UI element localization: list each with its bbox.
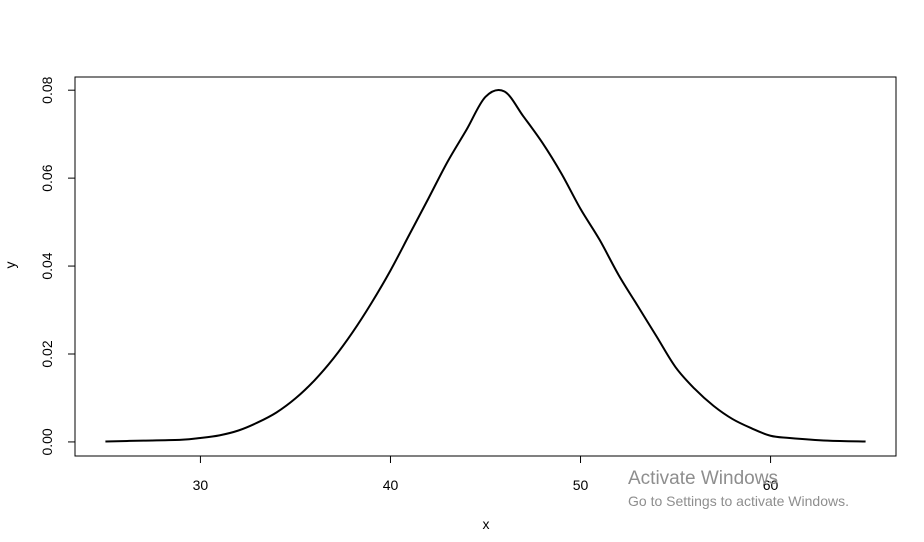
y-tick-label: 0.08 <box>39 76 55 103</box>
activate-windows-subtitle: Go to Settings to activate Windows. <box>628 493 849 509</box>
plot-frame <box>74 76 897 457</box>
x-tick-label: 40 <box>383 477 399 493</box>
y-tick-label: 0.02 <box>39 340 55 367</box>
x-axis: 30 40 50 60 <box>193 456 779 493</box>
series-line <box>105 89 866 443</box>
y-tick-label: 0.04 <box>39 252 55 279</box>
y-tick-label: 0.06 <box>39 164 55 191</box>
x-tick-label: 50 <box>573 477 589 493</box>
x-axis-label: x <box>483 516 490 532</box>
activate-windows-title: Activate Windows <box>628 468 778 489</box>
y-tick-label: 0.00 <box>39 428 55 455</box>
x-tick-label: 30 <box>193 477 209 493</box>
y-axis-label: y <box>2 262 18 269</box>
y-axis: 0.00 0.02 0.04 0.06 0.08 <box>39 76 75 456</box>
x-tick-label: 60 <box>763 477 779 493</box>
